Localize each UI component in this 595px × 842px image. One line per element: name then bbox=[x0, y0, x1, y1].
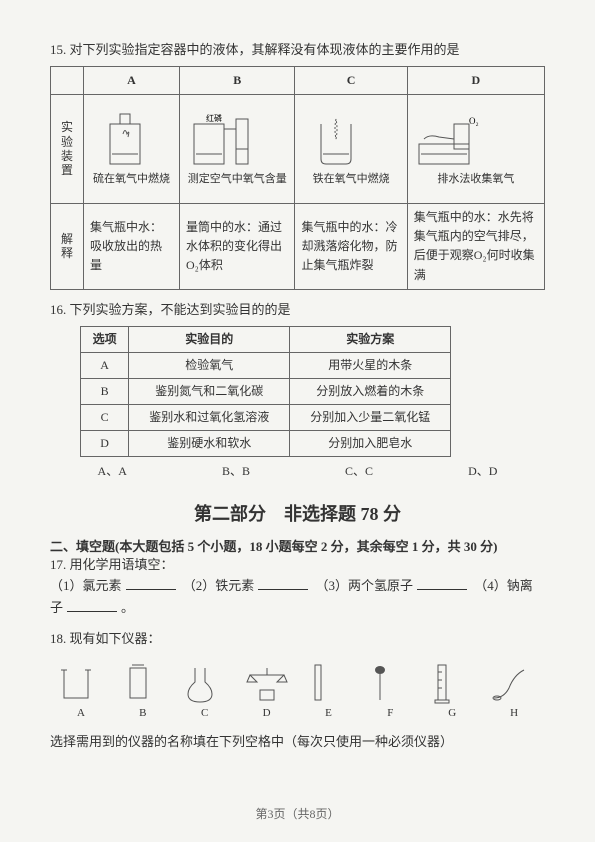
q16-r2c2: 分别加入少量二氧化锰 bbox=[290, 405, 451, 431]
inst-c: C bbox=[180, 660, 230, 723]
q15-exp-c: 集气瓶中的水：冷却溅落熔化物，防止集气瓶炸裂 bbox=[295, 203, 407, 289]
q16-number: 16. bbox=[50, 302, 66, 317]
q17-i1: （2）铁元素 bbox=[183, 578, 255, 593]
q16-r3c0: D bbox=[81, 431, 129, 457]
q17-i2: （3）两个氢原子 bbox=[316, 578, 414, 593]
q15-col-d: D bbox=[407, 66, 544, 94]
inst-h: H bbox=[489, 660, 539, 723]
q15-row1-label: 实验装置 bbox=[51, 94, 84, 203]
q16-opt-b: B、B bbox=[222, 462, 250, 481]
blank bbox=[258, 575, 308, 590]
q16-r1c1: 鉴别氮气和二氧化碳 bbox=[129, 378, 290, 404]
q16-opt-a: A、A bbox=[98, 462, 127, 481]
q16-r3c2: 分别加入肥皂水 bbox=[290, 431, 451, 457]
q16-opt-d: D、D bbox=[468, 462, 497, 481]
blank bbox=[126, 575, 176, 590]
inst-b: B bbox=[118, 660, 168, 723]
q15-table: A B C D 实验装置 硫在氧气中燃烧 红磷 测定空气中氧气含量 铁在氧气中燃… bbox=[50, 66, 545, 290]
q15-cap-b: 测定空气中氧气含量 bbox=[186, 171, 288, 189]
inst-a: A bbox=[56, 660, 106, 723]
question-17: 17. 用化学用语填空： （1）氯元素 （2）铁元素 （3）两个氢原子 （4）钠… bbox=[50, 555, 545, 619]
part2-title: 第二部分 非选择题 78 分 bbox=[50, 500, 545, 526]
q15-col-c: C bbox=[295, 66, 407, 94]
svg-text:O₂: O₂ bbox=[469, 116, 479, 126]
question-15: 15. 对下列实验指定容器中的液体，其解释没有体现液体的主要作用的是 A B C… bbox=[50, 40, 545, 290]
q15-exp-a: 集气瓶中水：吸收放出的热量 bbox=[84, 203, 180, 289]
q15-col-a: A bbox=[84, 66, 180, 94]
q15-col-b: B bbox=[179, 66, 294, 94]
q15-exp-b: 量筒中的水：通过水体积的变化得出O₂体积 bbox=[179, 203, 294, 289]
q15-number: 15. bbox=[50, 42, 66, 57]
q16-r2c0: C bbox=[81, 405, 129, 431]
inst-f: F bbox=[365, 660, 415, 723]
q15-cap-c: 铁在氧气中燃烧 bbox=[301, 171, 400, 189]
q16-r3c1: 鉴别硬水和软水 bbox=[129, 431, 290, 457]
q18-stem: 现有如下仪器： bbox=[70, 631, 161, 646]
q17-stem: 用化学用语填空： bbox=[70, 557, 174, 572]
q16-r1c0: B bbox=[81, 378, 129, 404]
q15-stem: 对下列实验指定容器中的液体，其解释没有体现液体的主要作用的是 bbox=[70, 42, 460, 57]
q16-h0: 选项 bbox=[81, 326, 129, 352]
question-18: 18. 现有如下仪器： A B C D E F G H 选择需用到的仪器的名称填… bbox=[50, 629, 545, 753]
q16-r0c0: A bbox=[81, 352, 129, 378]
instrument-row: A B C D E F G H bbox=[50, 660, 545, 723]
q16-r1c2: 分别放入燃着的木条 bbox=[290, 378, 451, 404]
inst-d: D bbox=[242, 660, 292, 723]
page-footer: 第3页（共8页） bbox=[0, 805, 595, 822]
q16-options: A、A B、B C、C D、D bbox=[50, 462, 545, 481]
q15-diagram-d: O₂ 排水法收集氧气 bbox=[407, 94, 544, 203]
q16-table: 选项实验目的实验方案 A检验氧气用带火星的木条 B鉴别氮气和二氧化碳分别放入燃着… bbox=[80, 326, 451, 458]
q16-r0c1: 检验氧气 bbox=[129, 352, 290, 378]
exam-page: 15. 对下列实验指定容器中的液体，其解释没有体现液体的主要作用的是 A B C… bbox=[0, 0, 595, 842]
part2-section: 二、填空题(本大题包括 5 个小题，18 小题每空 2 分，其余每空 1 分，共… bbox=[50, 536, 545, 555]
q16-h2: 实验方案 bbox=[290, 326, 451, 352]
q15-diagram-b: 红磷 测定空气中氧气含量 bbox=[179, 94, 294, 203]
blank bbox=[417, 575, 467, 590]
q17-i0: （1）氯元素 bbox=[50, 578, 122, 593]
q15-diagram-c: 铁在氧气中燃烧 bbox=[295, 94, 407, 203]
q15-diagram-a: 硫在氧气中燃烧 bbox=[84, 94, 180, 203]
q16-r2c1: 鉴别水和过氧化氢溶液 bbox=[129, 405, 290, 431]
q16-stem: 下列实验方案，不能达到实验目的的是 bbox=[70, 302, 291, 317]
q15-cap-d: 排水法收集氧气 bbox=[414, 171, 538, 189]
question-16: 16. 下列实验方案，不能达到实验目的的是 选项实验目的实验方案 A检验氧气用带… bbox=[50, 300, 545, 482]
q16-h1: 实验目的 bbox=[129, 326, 290, 352]
q18-number: 18. bbox=[50, 631, 66, 646]
q18-after: 选择需用到的仪器的名称填在下列空格中（每次只使用一种必须仪器） bbox=[50, 732, 545, 753]
q15-row2-label: 解释 bbox=[51, 203, 84, 289]
q16-r0c2: 用带火星的木条 bbox=[290, 352, 451, 378]
q15-cap-a: 硫在氧气中燃烧 bbox=[90, 171, 173, 189]
blank bbox=[67, 597, 117, 612]
inst-g: G bbox=[427, 660, 477, 723]
q16-opt-c: C、C bbox=[345, 462, 373, 481]
inst-e: E bbox=[303, 660, 353, 723]
q15-exp-d: 集气瓶中的水：水先将集气瓶内的空气排尽，后便于观察O₂何时收集满 bbox=[407, 203, 544, 289]
q17-number: 17. bbox=[50, 557, 66, 572]
svg-text:红磷: 红磷 bbox=[206, 113, 222, 123]
